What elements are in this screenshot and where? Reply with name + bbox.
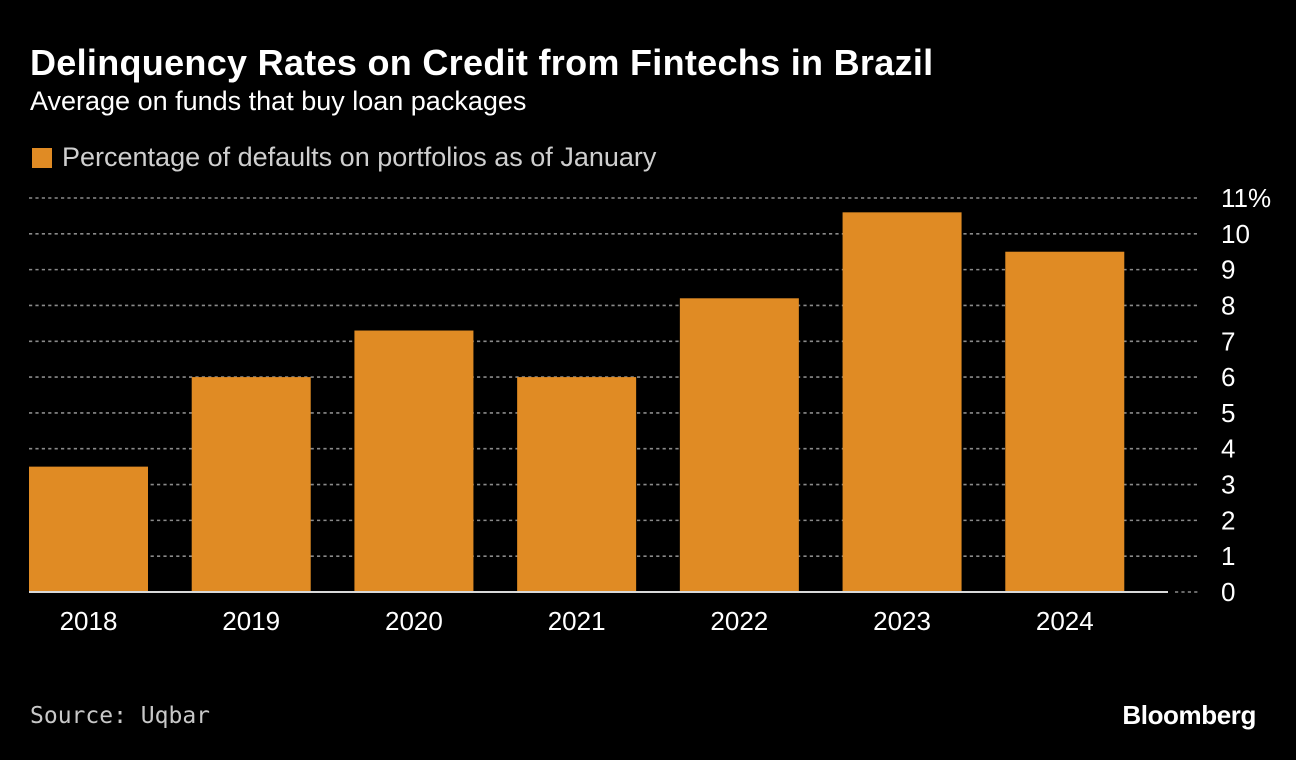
- y-tick-label: 11%: [1221, 183, 1271, 213]
- legend-swatch: [32, 147, 52, 168]
- x-tick-label: 2023: [873, 606, 931, 636]
- bar-2022: [679, 298, 799, 592]
- chart-title: Delinquency Rates on Credit from Fintech…: [30, 42, 934, 83]
- bar-2023: [842, 212, 962, 592]
- y-tick-label: 1: [1221, 541, 1235, 571]
- bars: [29, 212, 1125, 592]
- x-tick-label: 2018: [60, 606, 118, 636]
- chart-legend: Percentage of defaults on portfolios as …: [32, 142, 656, 173]
- x-tick-label: 2022: [710, 606, 768, 636]
- y-tick-label: 7: [1221, 326, 1235, 356]
- x-tick-label: 2021: [548, 606, 606, 636]
- y-tick-label: 4: [1221, 434, 1235, 464]
- bar-2024: [1005, 251, 1125, 592]
- source-note: Source: Uqbar: [30, 703, 211, 729]
- x-tick-label: 2024: [1036, 606, 1094, 636]
- y-tick-label: 6: [1221, 362, 1235, 392]
- y-tick-label: 9: [1221, 255, 1235, 285]
- y-tick-label: 3: [1221, 470, 1235, 500]
- y-tick-label: 5: [1221, 398, 1235, 428]
- bar-2018: [29, 466, 148, 592]
- legend-label: Percentage of defaults on portfolios as …: [62, 142, 657, 172]
- bloomberg-logo: Bloomberg: [1122, 700, 1256, 730]
- chart-subtitle: Average on funds that buy loan packages: [30, 86, 527, 116]
- y-tick-label: 0: [1221, 577, 1235, 607]
- bar-2020: [354, 330, 474, 592]
- y-tick-labels: 0 1 2 3 4 5 6 7 8 9 10 11%: [1221, 183, 1271, 607]
- y-tick-label: 8: [1221, 290, 1235, 320]
- bar-2019: [191, 377, 311, 592]
- y-tick-label: 10: [1221, 219, 1250, 249]
- x-tick-labels: 2018 2019 2020 2021 2022 2023 2024: [60, 606, 1094, 636]
- bar-2021: [517, 377, 637, 592]
- y-tick-label: 2: [1221, 505, 1235, 535]
- x-tick-label: 2019: [222, 606, 280, 636]
- x-tick-label: 2020: [385, 606, 443, 636]
